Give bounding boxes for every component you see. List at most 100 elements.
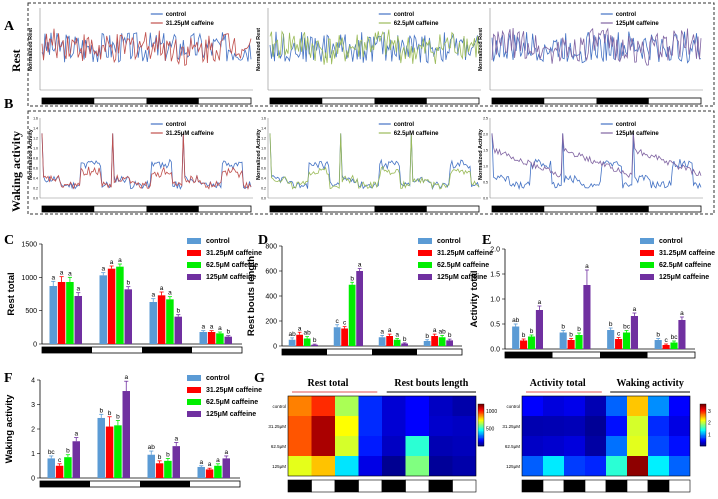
colorbar-step xyxy=(700,430,706,433)
ld-strip-dark xyxy=(270,206,323,212)
y-tick-label: 2 xyxy=(31,427,35,434)
significance-letter: bc xyxy=(671,334,679,341)
colorbar-step xyxy=(478,413,484,416)
colorbar-step xyxy=(478,406,484,409)
y-axis-label: Normalized Rest xyxy=(28,28,34,71)
panel-letter-e: E xyxy=(482,233,491,248)
legend-label: 62.5μM caffeine xyxy=(206,399,258,406)
bar xyxy=(99,275,107,344)
heatmap-cell xyxy=(405,396,429,416)
heatmap-cell xyxy=(405,416,429,436)
significance-letter: a xyxy=(60,270,64,277)
series-line xyxy=(41,133,252,190)
significance-letter: b xyxy=(176,308,180,315)
legend-label: 31.25μM caffeine xyxy=(206,387,262,394)
legend-label: 125μM caffeine xyxy=(616,131,660,137)
colorbar-step xyxy=(700,413,706,416)
bar xyxy=(303,338,311,346)
significance-letter: a xyxy=(388,327,392,334)
heatmap-cell xyxy=(543,436,564,456)
bar xyxy=(311,344,318,346)
colorbar-step xyxy=(700,404,706,406)
significance-letter: a xyxy=(358,262,362,269)
heatmap-cell xyxy=(335,456,359,476)
significance-letter: bc xyxy=(623,324,631,331)
bar xyxy=(670,342,678,349)
colorbar-step xyxy=(700,437,706,440)
significance-letter: a xyxy=(201,324,205,331)
heatmap-cell xyxy=(382,416,406,436)
bar xyxy=(55,465,64,478)
significance-letter: b xyxy=(577,326,581,333)
significance-letter: a xyxy=(210,324,214,331)
colorbar-step xyxy=(478,425,484,427)
bar xyxy=(72,441,80,478)
legend-label: control xyxy=(616,12,637,18)
bar xyxy=(97,417,105,478)
ld-strip-dark xyxy=(596,206,649,212)
y-tick-label: 1000 xyxy=(21,275,37,282)
heatmap-cell xyxy=(543,396,564,416)
colorbar-step xyxy=(700,420,706,423)
colorbar-step xyxy=(478,440,484,443)
heatmap-cell xyxy=(669,396,690,416)
colorbar-step xyxy=(478,432,484,434)
significance-letter: a xyxy=(680,310,684,317)
ld-strip-dark xyxy=(270,98,323,104)
heatmap-cell xyxy=(648,436,669,456)
colorbar-step xyxy=(478,444,484,447)
heatmap-cell xyxy=(335,436,359,456)
significance-letter: a xyxy=(585,263,589,270)
ld-strip-dark xyxy=(146,98,199,104)
ld-cell xyxy=(381,479,406,493)
bar xyxy=(122,391,130,478)
legend-label: 125μM caffeine xyxy=(206,274,256,281)
series-line xyxy=(269,29,480,65)
ld-cell xyxy=(626,479,649,493)
bar xyxy=(446,340,453,346)
heatmap-row-label: control xyxy=(506,404,520,409)
legend-swatch xyxy=(187,274,201,280)
legend-label: 62.5μM caffeine xyxy=(659,262,711,269)
bar xyxy=(438,337,446,346)
row-title-waking: Waking activity xyxy=(9,131,23,212)
legend-label: 31.25μM caffeine xyxy=(166,21,215,27)
bar xyxy=(356,271,363,346)
colorbar-step xyxy=(700,415,706,417)
heatmap-cell xyxy=(564,436,585,456)
ld-strip-dark xyxy=(596,98,649,104)
colorbar-frame xyxy=(477,403,485,447)
colorbar-step xyxy=(700,444,706,447)
bar xyxy=(124,289,132,344)
y-tick-label: 1.0 xyxy=(483,165,488,169)
series-line xyxy=(491,133,702,178)
bar xyxy=(662,345,670,349)
heatmap-cell xyxy=(648,416,669,436)
heatmap-cell xyxy=(429,456,453,476)
colorbar-step xyxy=(700,439,706,441)
legend-label: control xyxy=(616,122,637,128)
bar xyxy=(74,296,82,344)
panel-letter-f: F xyxy=(4,371,13,386)
legend-label: control xyxy=(206,375,230,382)
colorbar-step xyxy=(478,405,484,408)
significance-letter: a xyxy=(216,457,220,464)
significance-letter: a xyxy=(51,274,55,281)
colorbar-step xyxy=(700,440,706,443)
panel-letter-a: A xyxy=(4,19,15,34)
colorbar-step xyxy=(700,423,706,426)
colorbar-step xyxy=(700,429,706,431)
colorbar-step xyxy=(700,408,706,410)
legend-swatch xyxy=(187,238,201,244)
heatmap-cell xyxy=(311,456,335,476)
y-tick-label: 0.0 xyxy=(490,347,500,354)
y-tick-label: 1.0 xyxy=(261,147,266,151)
significance-letter: b xyxy=(66,448,70,455)
y-axis-label: Normalized Activity xyxy=(28,128,34,180)
significance-letter: b xyxy=(350,275,354,282)
row-title-rest: Rest xyxy=(9,49,23,72)
significance-letter: c xyxy=(664,337,668,344)
ld-cell xyxy=(452,479,477,493)
